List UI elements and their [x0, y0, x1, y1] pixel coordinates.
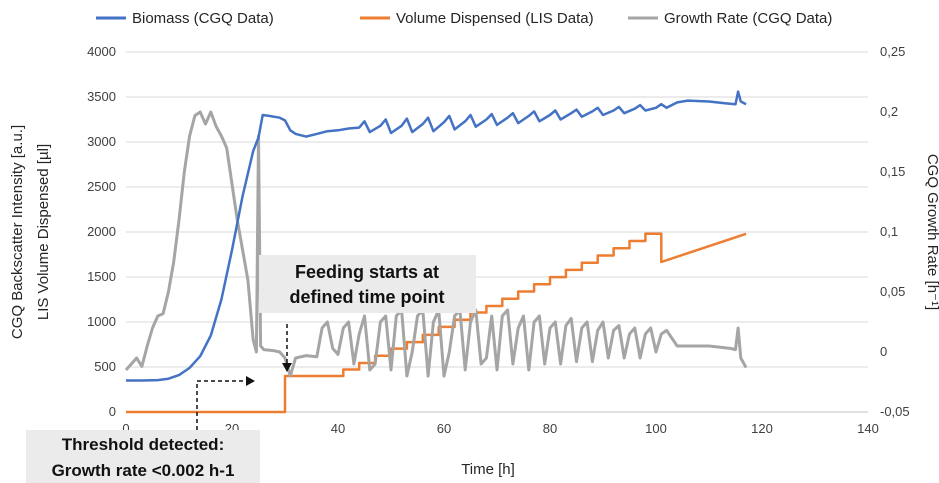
x-tick-label: 100	[645, 421, 667, 436]
x-tick-label: 40	[331, 421, 345, 436]
y-right-tick-label: 0,1	[880, 224, 898, 239]
x-tick-label: 120	[751, 421, 773, 436]
y-left-tick-label: 2000	[87, 224, 116, 239]
y-left-outer-title: CGQ Backscatter Intensity [a.u.]	[9, 125, 26, 339]
y-right-tick-label: 0,05	[880, 284, 905, 299]
annotation-box-threshold	[26, 430, 260, 483]
y-right-tick-label: 0	[880, 344, 887, 359]
x-tick-label: 80	[543, 421, 557, 436]
y-right-tick-label: 0,15	[880, 164, 905, 179]
annotation-feeding-line1: Feeding starts at	[295, 262, 439, 282]
y-right-tick-label: 0,25	[880, 44, 905, 59]
y-left-inner-title: LIS Volume Dispensed [µl]	[35, 144, 52, 320]
annotation-threshold-line1: Threshold detected:	[62, 435, 224, 454]
series-line-growth	[124, 110, 748, 378]
x-tick-label: 140	[857, 421, 879, 436]
y-left-tick-label: 3500	[87, 89, 116, 104]
annotation-feeding-line2: defined time point	[290, 287, 445, 307]
annotation-box-feeding	[259, 255, 476, 313]
feeding-arrow-head	[282, 363, 292, 372]
y-right-tick-label: -0,05	[880, 404, 910, 419]
y-left-tick-label: 1000	[87, 314, 116, 329]
threshold-arrow-head	[246, 376, 255, 386]
legend-label-growth: Growth Rate (CGQ Data)	[664, 10, 832, 27]
annotation-threshold-line2: Growth rate <0.002 h-1	[52, 461, 235, 480]
y-right-tick-label: 0,2	[880, 104, 898, 119]
threshold-arrow-line	[196, 380, 247, 430]
y-left-tick-label: 3000	[87, 134, 116, 149]
y-left-tick-label: 2500	[87, 179, 116, 194]
y-left-tick-label: 500	[94, 359, 116, 374]
x-axis-title: Time [h]	[461, 461, 515, 478]
x-tick-label: 60	[437, 421, 451, 436]
y-left-tick-label: 0	[109, 404, 116, 419]
y-left-tick-label: 4000	[87, 44, 116, 59]
x-tick-label: 0	[122, 421, 129, 436]
series-line-biomass	[126, 90, 747, 382]
y-left-tick-label: 1500	[87, 269, 116, 284]
legend-label-biomass: Biomass (CGQ Data)	[132, 10, 274, 27]
legend-label-volume: Volume Dispensed (LIS Data)	[396, 10, 594, 27]
y-right-title: CGQ Growth Rate [h⁻¹]	[924, 154, 939, 310]
